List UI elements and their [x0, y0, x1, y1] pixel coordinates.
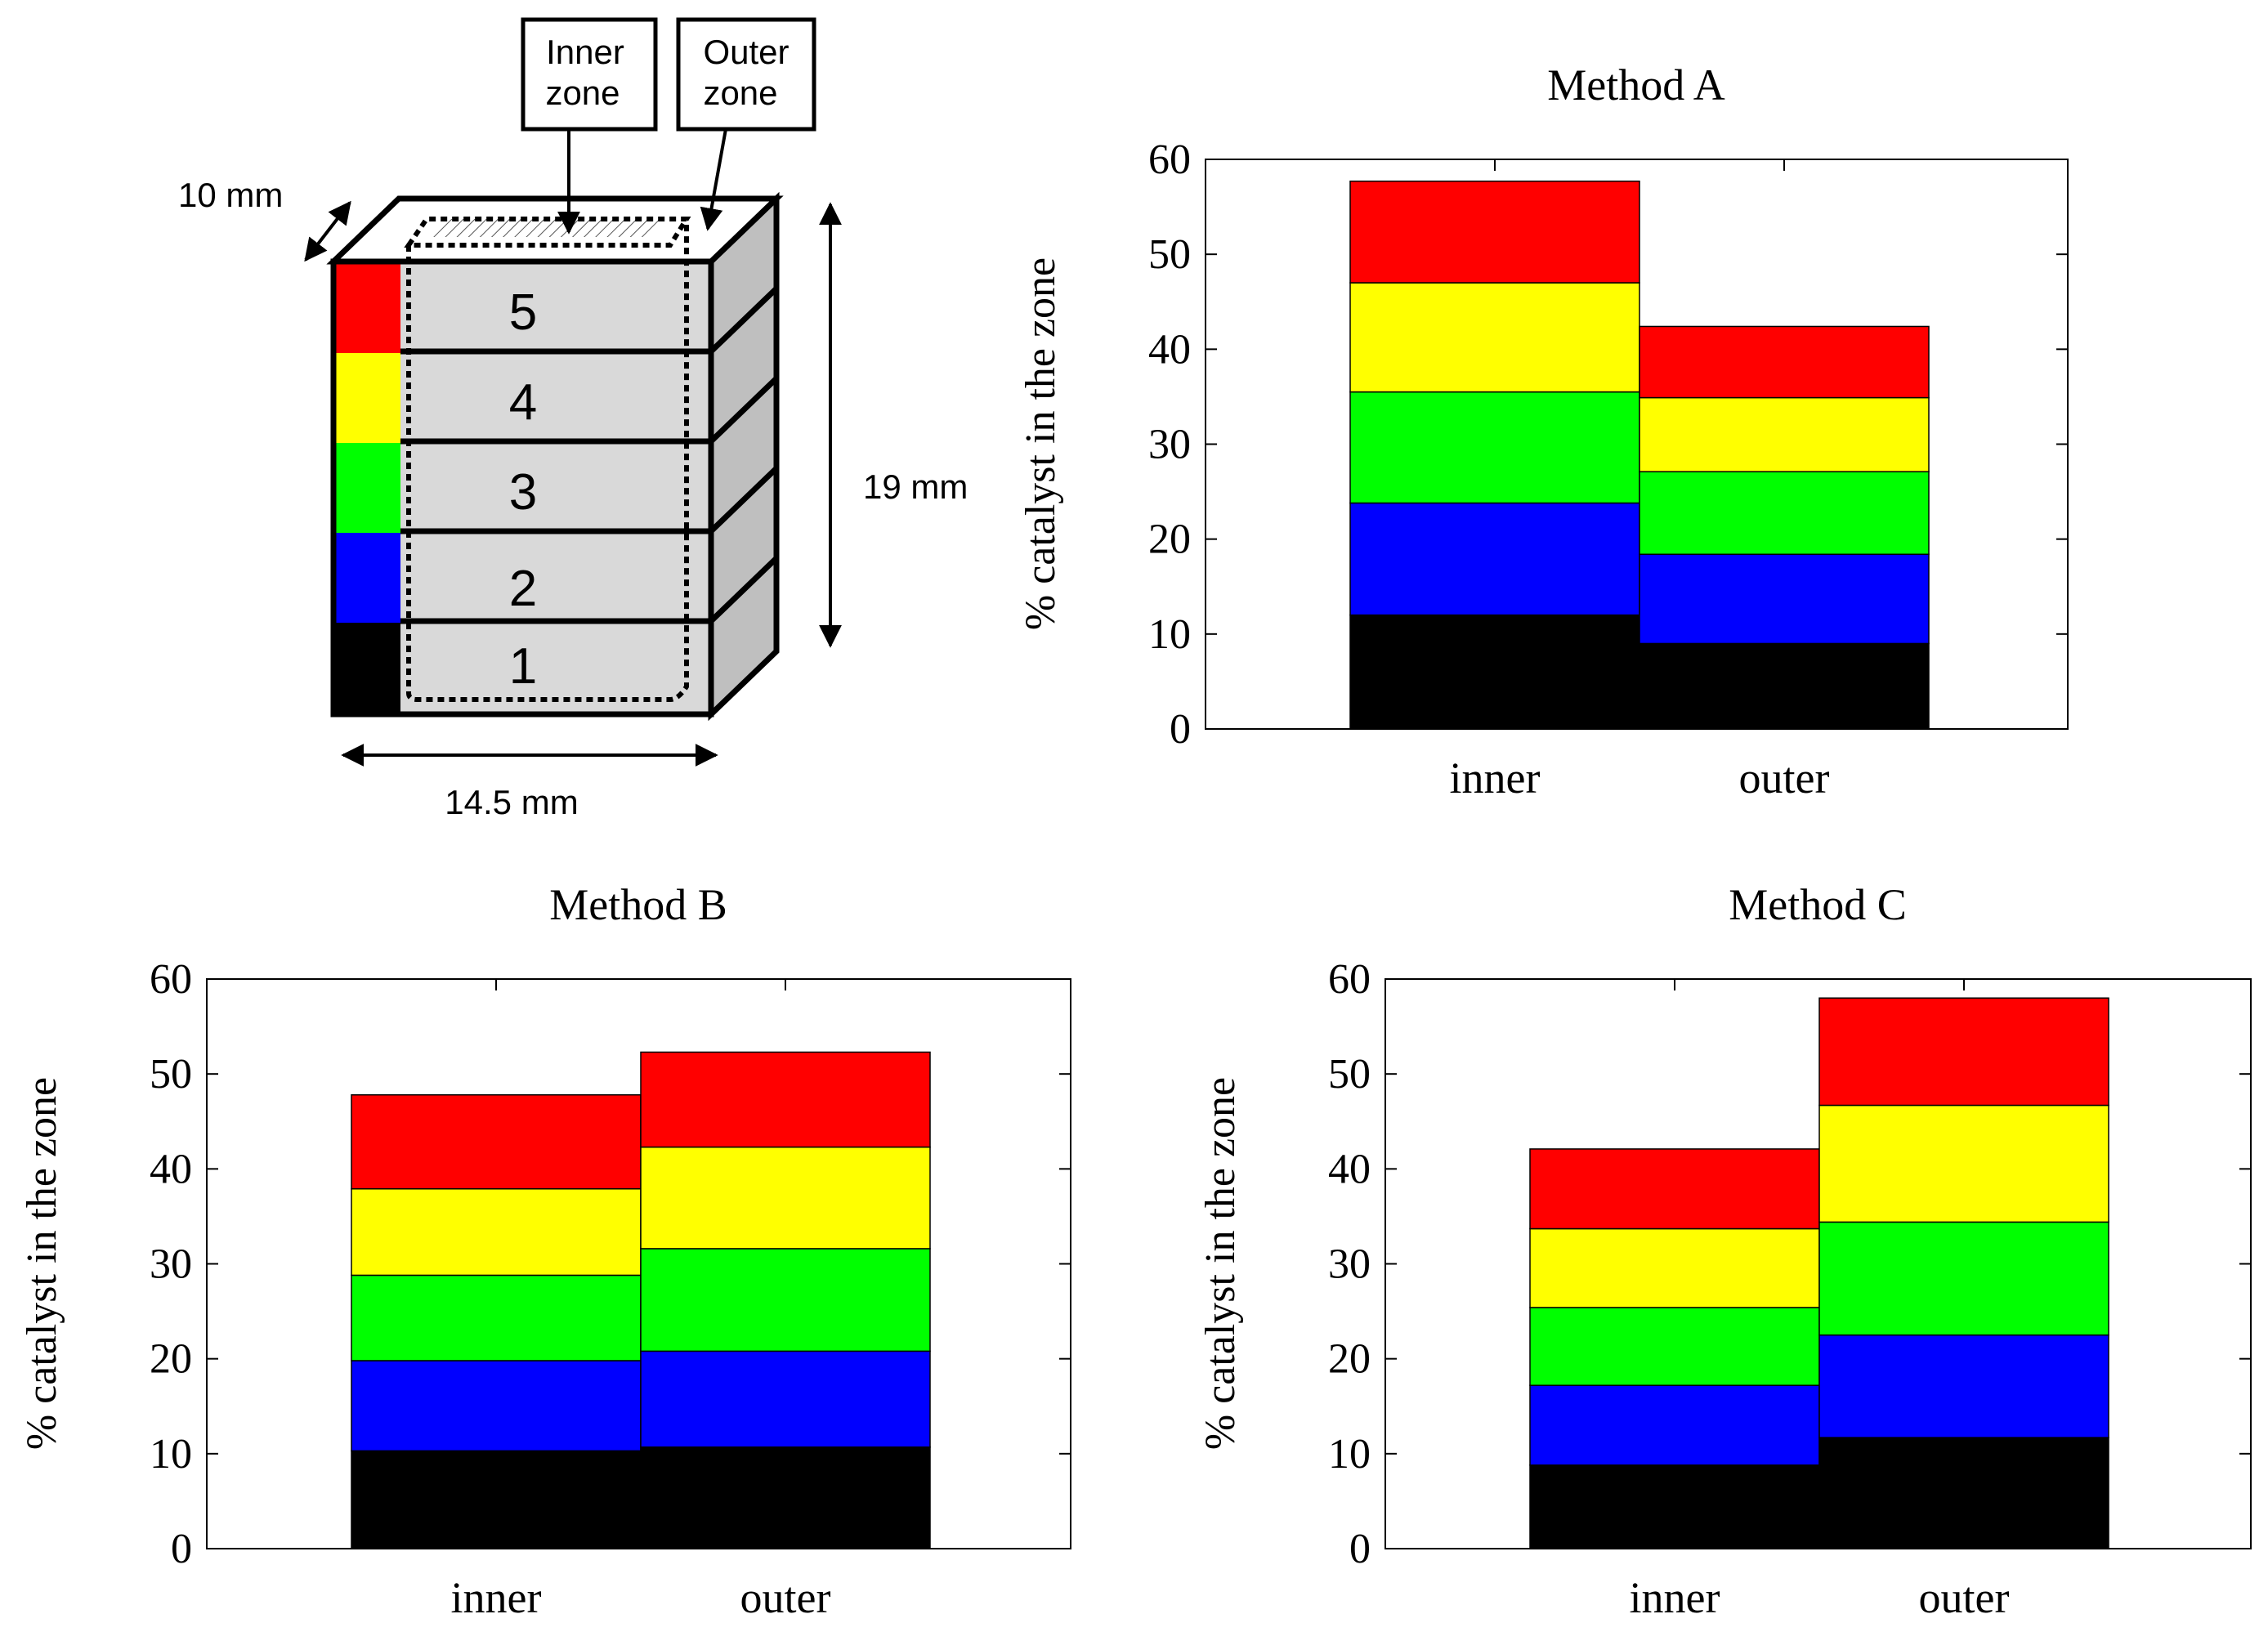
- height-dimension-label: 19 mm: [863, 467, 968, 506]
- chart-0-ytick-label-40: 40: [1148, 326, 1191, 373]
- chart-1-bar-inner-layer3: [351, 1274, 642, 1361]
- chart-0-bar-inner-layer1: [1349, 614, 1640, 730]
- block-side-face: [708, 191, 780, 722]
- chart-2-ytick-label-10: 10: [1328, 1431, 1371, 1478]
- layer-4-swatch: [333, 353, 400, 443]
- chart-1-title: Method B: [549, 880, 727, 929]
- chart-2-ytick-label-50: 50: [1328, 1051, 1371, 1098]
- chart-0-bar-outer-layer1: [1639, 642, 1930, 730]
- chart-0-category-label-inner: inner: [1450, 753, 1541, 803]
- chart-1-ytick-label-50: 50: [150, 1051, 192, 1098]
- chart-1-category-label-outer: outer: [740, 1573, 831, 1622]
- layer-number-3: 3: [509, 464, 537, 521]
- layer-dividers: [400, 286, 779, 624]
- chart-0-category-label-outer: outer: [1739, 753, 1830, 803]
- chart-2-ytick-label-20: 20: [1328, 1336, 1371, 1383]
- chart-2-category-label-outer: outer: [1919, 1573, 2010, 1622]
- chart-0-ytick-label-20: 20: [1148, 516, 1191, 563]
- chart-2-bar-outer-layer5: [1818, 997, 2109, 1107]
- layer-number-2: 2: [509, 561, 537, 617]
- outer-zone-label-line2: zone: [703, 74, 777, 112]
- depth-dimension-label: 10 mm: [178, 176, 283, 214]
- chart-2-bar-inner-layer1: [1529, 1464, 1820, 1549]
- chart-2-bar-inner-layer5: [1529, 1148, 1820, 1230]
- chart-2-ytick-label-60: 60: [1328, 956, 1371, 1003]
- chart-2-bar-outer-layer1: [1818, 1437, 2109, 1549]
- layer-number-1: 1: [509, 638, 537, 695]
- outer-zone-pointer-arrow: [700, 128, 727, 231]
- width-dimension-label: 14.5 mm: [445, 783, 578, 821]
- chart-2-bar-inner-layer2: [1529, 1384, 1820, 1466]
- depth-dimension-arrow: [304, 200, 351, 262]
- chart-method-c: inner outer 0 10 20 30 40 50 60 Method C % catalys…: [1197, 880, 2252, 1622]
- chart-0-bar-inner-layer2: [1349, 502, 1640, 616]
- chart-0-bar-outer-layer4: [1639, 396, 1930, 472]
- chart-1-bar-outer-layer3: [640, 1248, 931, 1353]
- chart-method-a: inner outer 0 10 20 30 40 50 60 Method A % catalys…: [1018, 60, 2069, 803]
- layer-1-swatch: [333, 623, 400, 713]
- chart-1-bar-outer-layer5: [640, 1051, 931, 1148]
- chart-0-ytick-label-50: 50: [1148, 231, 1191, 278]
- chart-2-ylabel: % catalyst in the zone: [1197, 1077, 1244, 1450]
- inner-zone-label-line1: Inner: [546, 33, 624, 71]
- chart-1-ytick-label-60: 60: [150, 956, 192, 1003]
- layer-number-4: 4: [509, 374, 537, 431]
- chart-1-bar-outer-layer1: [640, 1446, 931, 1549]
- block-front-outline: [330, 258, 714, 718]
- chart-2-category-label-inner: inner: [1630, 1573, 1720, 1622]
- chart-0-bar-outer-layer2: [1639, 553, 1930, 645]
- chart-2-bar-outer-layer3: [1818, 1221, 2109, 1336]
- layer-5-swatch: [333, 263, 400, 353]
- chart-0-ylabel: % catalyst in the zone: [1018, 257, 1064, 630]
- chart-1-bar-outer-layer4: [640, 1146, 931, 1250]
- chart-0-bar-inner-layer4: [1349, 282, 1640, 393]
- chart-1-ytick-label-30: 30: [150, 1241, 192, 1288]
- catalyst-block-diagram: 5 4 3 2 1 Inner zone Outer zone 10 mm 19…: [178, 17, 968, 821]
- inner-zone-label-line2: zone: [545, 74, 620, 112]
- chart-1-bar-inner-layer5: [351, 1093, 642, 1190]
- chart-1-ytick-label-40: 40: [150, 1146, 192, 1192]
- inner-zone-top-hatch: [425, 219, 670, 237]
- chart-0-title: Method A: [1547, 60, 1725, 110]
- chart-2-ytick-label-0: 0: [1349, 1526, 1371, 1572]
- layer-number-5: 5: [509, 284, 537, 341]
- chart-1-bar-inner-layer4: [351, 1187, 642, 1277]
- chart-1-bar-outer-layer2: [640, 1350, 931, 1448]
- chart-0-ytick-label-60: 60: [1148, 136, 1191, 183]
- chart-0-bar-outer-layer3: [1639, 471, 1930, 556]
- chart-2-bar-outer-layer4: [1818, 1104, 2109, 1223]
- chart-1-bar-inner-layer2: [351, 1360, 642, 1452]
- chart-2-bar-inner-layer4: [1529, 1227, 1820, 1308]
- chart-0-bar-outer-layer5: [1639, 325, 1930, 399]
- layer-color-swatches: [333, 263, 400, 713]
- chart-2-ytick-label-40: 40: [1328, 1146, 1371, 1192]
- layer-2-swatch: [333, 533, 400, 623]
- layer-3-swatch: [333, 443, 400, 533]
- zone-boundary-front: [406, 219, 689, 702]
- chart-2-bar-outer-layer2: [1818, 1334, 2109, 1438]
- chart-0-ytick-label-0: 0: [1170, 706, 1191, 753]
- chart-1-category-label-inner: inner: [451, 1573, 542, 1622]
- outer-zone-callout-box: [676, 17, 816, 132]
- chart-0-ytick-label-30: 30: [1148, 422, 1191, 468]
- chart-1-ytick-label-0: 0: [171, 1526, 192, 1572]
- chart-0-ytick-label-10: 10: [1148, 611, 1191, 658]
- chart-method-b: inner outer 0 10 20 30 40 50 60 Method B % catalys…: [19, 880, 1071, 1622]
- chart-2-bar-inner-layer3: [1529, 1307, 1820, 1386]
- chart-1-ytick-label-20: 20: [150, 1336, 192, 1383]
- chart-1-bar-inner-layer1: [351, 1450, 642, 1549]
- chart-0-bar-inner-layer5: [1349, 180, 1640, 284]
- chart-1-ylabel: % catalyst in the zone: [19, 1077, 65, 1450]
- chart-2-ytick-label-30: 30: [1328, 1241, 1371, 1288]
- chart-0-bar-inner-layer3: [1349, 391, 1640, 504]
- outer-zone-label-line1: Outer: [703, 33, 789, 71]
- inner-zone-callout-box: [521, 17, 658, 132]
- chart-2-title: Method C: [1729, 880, 1907, 929]
- chart-1-ytick-label-10: 10: [150, 1431, 192, 1478]
